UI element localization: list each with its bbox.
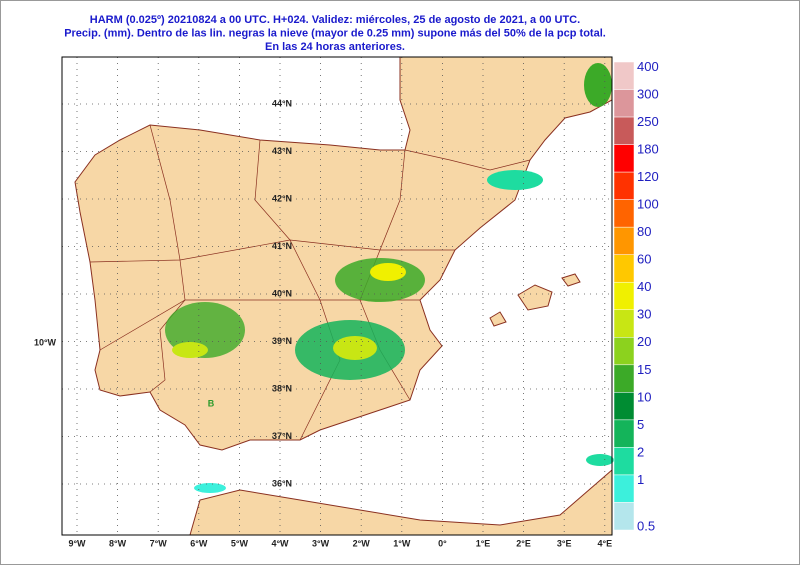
legend-swatch — [613, 254, 635, 283]
legend-swatch — [613, 171, 635, 200]
legend-swatch — [613, 61, 635, 90]
map-frame — [61, 56, 613, 536]
title-line: HARM (0.025º) 20210824 a 00 UTC. H+024. … — [90, 14, 580, 26]
map-marker: B — [208, 398, 215, 408]
precip-area — [194, 483, 226, 493]
lat-label: 42°N — [272, 193, 292, 203]
legend-label: 2 — [637, 444, 644, 459]
legend-label: 40 — [637, 279, 651, 294]
title-line: En las 24 horas anteriores. — [265, 41, 405, 53]
precipitation — [165, 63, 614, 493]
legend-swatch — [613, 419, 635, 448]
legend-label: 20 — [637, 334, 651, 349]
map-area — [61, 56, 614, 536]
legend-swatch — [613, 337, 635, 366]
legend-swatch — [613, 392, 635, 421]
legend-label: 400 — [637, 59, 659, 74]
lon-label: 6°W — [190, 538, 208, 548]
island — [489, 311, 507, 327]
legend-label: 10 — [637, 389, 651, 404]
lon-label: 0° — [438, 538, 447, 548]
precip-core — [370, 263, 406, 281]
legend-label: 0.5 — [637, 519, 655, 534]
legend-swatch — [613, 199, 635, 228]
legend-swatch — [613, 89, 635, 118]
lat-label: 41°N — [272, 241, 292, 251]
island — [517, 284, 553, 311]
legend-label: 250 — [637, 114, 659, 129]
lon-label: 2°E — [516, 538, 531, 548]
lon-label: 4°W — [271, 538, 289, 548]
lon-label: 3°W — [312, 538, 330, 548]
legend-swatch — [613, 447, 635, 476]
lon-label: 2°W — [353, 538, 371, 548]
title-line: Precip. (mm). Dentro de las lin. negras … — [64, 27, 606, 39]
lon-label: 1°W — [393, 538, 411, 548]
lat-label: 36°N — [272, 478, 292, 488]
legend-label: 100 — [637, 197, 659, 212]
legend-label: 60 — [637, 252, 651, 267]
precip-core — [172, 342, 208, 358]
lon-label: 4°E — [597, 538, 612, 548]
legend-label: 300 — [637, 86, 659, 101]
lon-label: 8°W — [109, 538, 127, 548]
lat-label: 44°N — [272, 98, 292, 108]
precip-core — [333, 336, 377, 360]
legend-label: 30 — [637, 307, 651, 322]
legend-label: 1 — [637, 472, 644, 487]
precip-area — [584, 63, 612, 107]
legend-swatch — [613, 309, 635, 338]
lon-label: 9°W — [68, 538, 86, 548]
legend-swatch — [613, 474, 635, 503]
legend-swatch — [613, 144, 635, 173]
lon-label: 10°W — [34, 337, 57, 347]
lon-label: 3°E — [557, 538, 572, 548]
lon-label: 5°W — [231, 538, 249, 548]
island — [561, 273, 581, 287]
legend-swatch — [613, 364, 635, 393]
legend-label: 80 — [637, 224, 651, 239]
legend-label: 120 — [637, 169, 659, 184]
precip-area — [487, 170, 543, 190]
legend-swatch — [613, 116, 635, 145]
lon-label: 1°E — [476, 538, 491, 548]
legend-swatch — [613, 281, 635, 311]
lat-label: 37°N — [272, 431, 292, 441]
legend-label: 5 — [637, 417, 644, 432]
legend-swatch — [613, 502, 635, 531]
lat-label: 39°N — [272, 336, 292, 346]
lat-label: 43°N — [272, 146, 292, 156]
legend-label: 15 — [637, 362, 651, 377]
lat-label: 40°N — [272, 288, 292, 298]
precip-area — [586, 454, 614, 466]
lat-label: 38°N — [272, 383, 292, 393]
legend-swatch — [613, 226, 635, 255]
legend-label: 180 — [637, 142, 659, 157]
lon-label: 7°W — [150, 538, 168, 548]
